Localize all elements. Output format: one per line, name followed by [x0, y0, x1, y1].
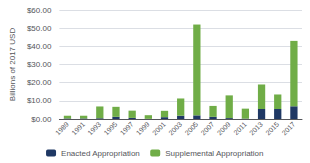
svg-text:2011: 2011: [232, 120, 248, 136]
svg-text:2005: 2005: [183, 120, 199, 136]
svg-text:Enacted Appropriation: Enacted Appropriation: [61, 149, 140, 158]
svg-text:2001: 2001: [151, 120, 167, 136]
svg-text:1989: 1989: [54, 120, 70, 136]
svg-text:$20.00: $20.00: [27, 78, 52, 87]
svg-text:2017: 2017: [280, 120, 296, 136]
svg-text:1991: 1991: [70, 120, 86, 136]
svg-text:$40.00: $40.00: [27, 42, 52, 51]
svg-text:1997: 1997: [119, 120, 135, 136]
svg-text:2009: 2009: [216, 120, 232, 136]
svg-text:2013: 2013: [248, 120, 264, 136]
svg-text:Supplemental Appropriation: Supplemental Appropriation: [165, 149, 263, 158]
svg-text:$0.00: $0.00: [31, 115, 52, 124]
svg-text:1993: 1993: [86, 120, 102, 136]
svg-text:$60.00: $60.00: [27, 6, 52, 15]
svg-text:1995: 1995: [103, 120, 119, 136]
svg-text:$30.00: $30.00: [27, 60, 52, 69]
svg-text:2003: 2003: [167, 120, 183, 136]
svg-text:$10.00: $10.00: [27, 96, 52, 105]
svg-text:$50.00: $50.00: [27, 24, 52, 33]
svg-text:2015: 2015: [264, 120, 280, 136]
svg-text:1999: 1999: [135, 120, 151, 136]
svg-text:Billions of 2017 USD: Billions of 2017 USD: [8, 28, 17, 102]
svg-text:2007: 2007: [200, 120, 216, 136]
